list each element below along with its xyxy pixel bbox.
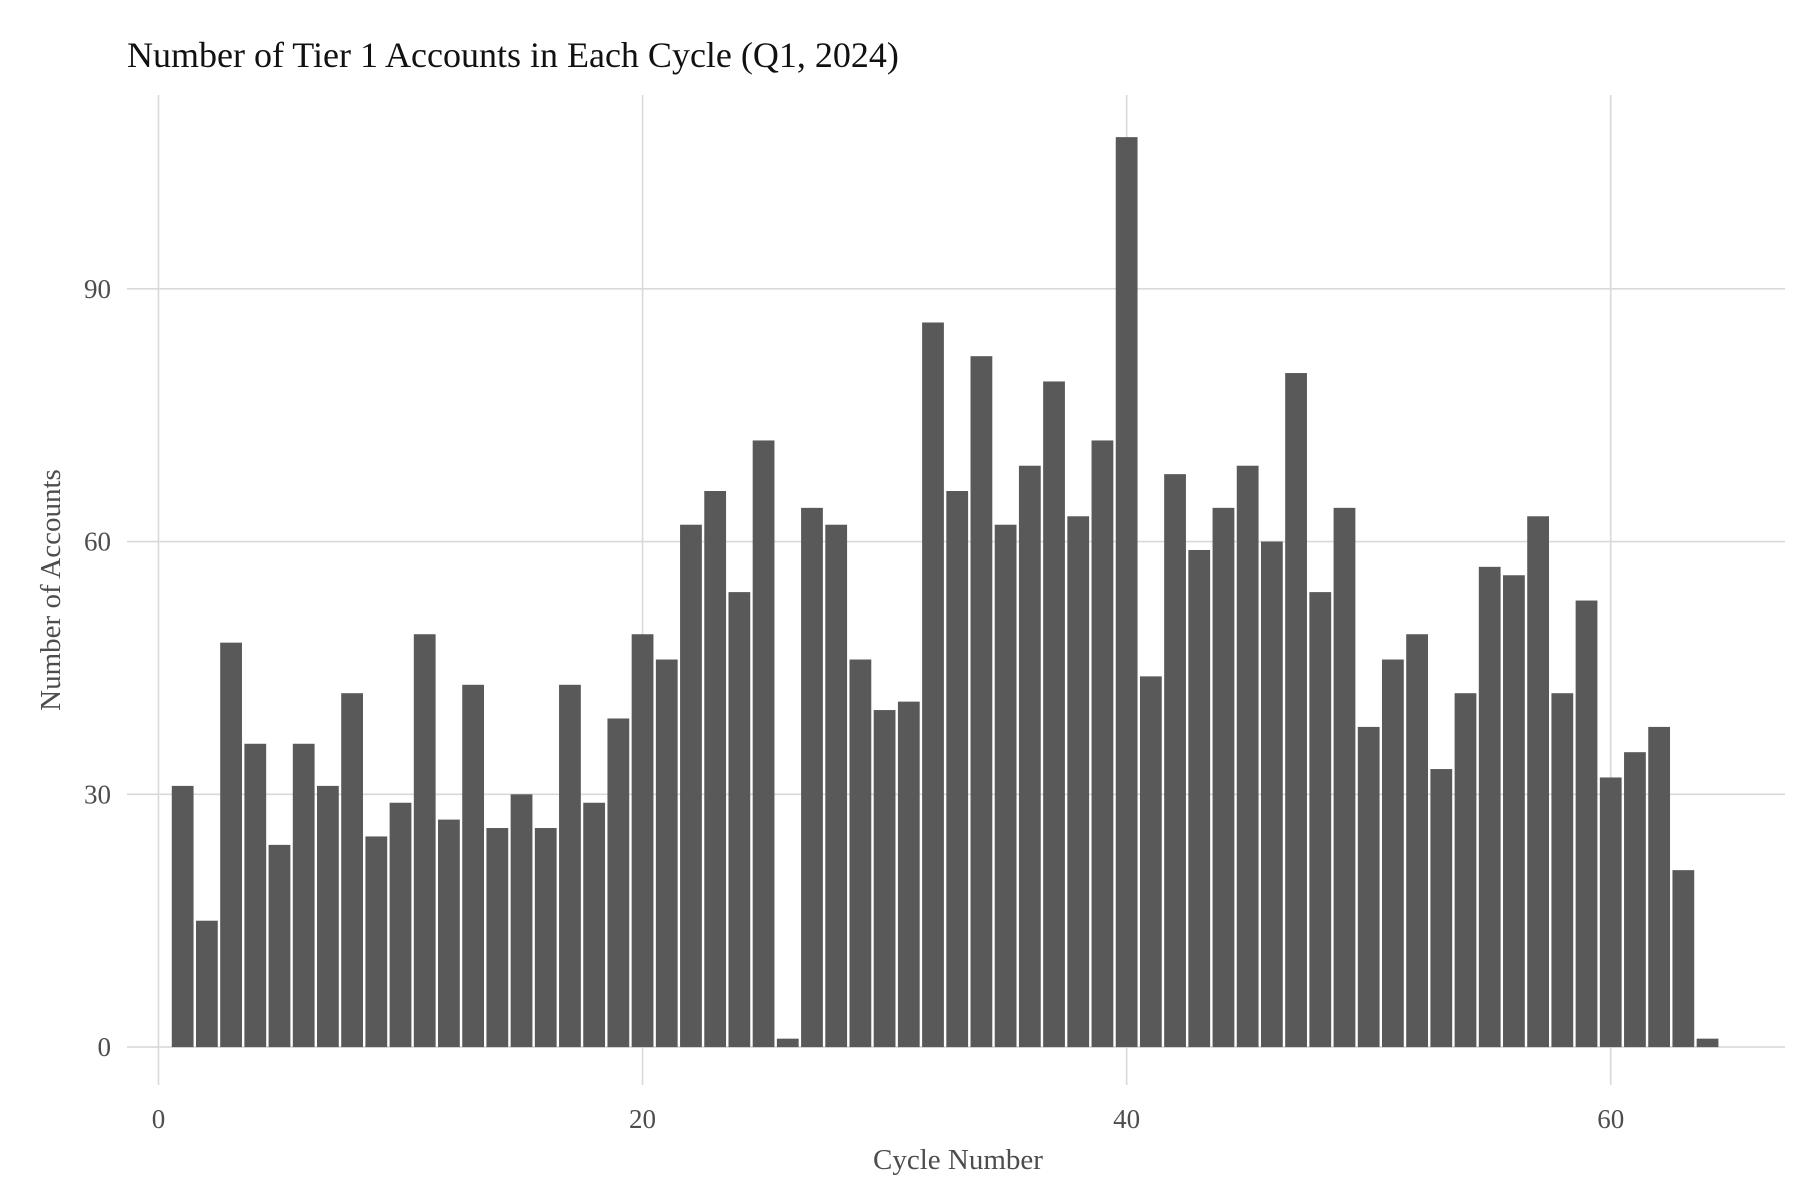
bar-cycle-5 xyxy=(268,844,291,1048)
bar-cycle-60 xyxy=(1599,777,1622,1048)
bar-cycle-38 xyxy=(1067,516,1090,1048)
bar-cycle-12 xyxy=(438,819,460,1048)
bar-cycle-8 xyxy=(341,693,363,1048)
bar-cycle-42 xyxy=(1164,474,1186,1048)
bars xyxy=(171,137,1719,1048)
y-axis-ticks: 0 30 60 90 xyxy=(84,274,111,1062)
bar-cycle-41 xyxy=(1139,676,1162,1048)
bar-cycle-59 xyxy=(1575,600,1598,1048)
bar-cycle-1 xyxy=(171,785,194,1048)
bar-cycle-11 xyxy=(413,634,436,1048)
x-tick-label: 60 xyxy=(1597,1104,1624,1134)
bar-cycle-18 xyxy=(583,802,606,1048)
chart-title: Number of Tier 1 Accounts in Each Cycle … xyxy=(127,35,899,75)
bar-cycle-34 xyxy=(970,356,993,1048)
bar-cycle-54 xyxy=(1454,693,1477,1048)
bar-cycle-56 xyxy=(1503,575,1525,1048)
bar-cycle-17 xyxy=(559,684,581,1048)
y-tick-label: 60 xyxy=(84,527,111,557)
bar-cycle-7 xyxy=(317,785,339,1048)
bar-cycle-57 xyxy=(1527,516,1550,1048)
bar-cycle-4 xyxy=(244,743,267,1048)
bar-cycle-29 xyxy=(849,659,872,1048)
x-axis-ticks: 0 20 40 60 xyxy=(152,1104,1625,1134)
bar-cycle-16 xyxy=(534,828,557,1048)
bar-cycle-33 xyxy=(946,491,969,1048)
bar-cycle-28 xyxy=(825,524,848,1048)
bar-cycle-40 xyxy=(1115,137,1138,1048)
y-tick-label: 30 xyxy=(84,779,111,809)
bar-cycle-2 xyxy=(195,920,218,1048)
bar-cycle-61 xyxy=(1624,752,1646,1048)
y-axis-title: Number of Accounts xyxy=(35,469,67,711)
bar-cycle-52 xyxy=(1406,634,1428,1048)
bar-cycle-35 xyxy=(994,524,1017,1048)
bar-cycle-50 xyxy=(1357,726,1380,1048)
bar-cycle-10 xyxy=(389,802,412,1048)
bar-cycle-30 xyxy=(873,710,896,1048)
bar-cycle-39 xyxy=(1091,440,1114,1048)
bar-cycle-45 xyxy=(1236,465,1259,1048)
bar-cycle-37 xyxy=(1043,381,1065,1048)
bar-cycle-20 xyxy=(631,634,654,1048)
bar-cycle-22 xyxy=(680,524,702,1048)
bar-cycle-3 xyxy=(220,642,242,1048)
x-tick-label: 20 xyxy=(629,1104,656,1134)
bar-cycle-27 xyxy=(801,507,823,1048)
bar-cycle-58 xyxy=(1551,693,1574,1048)
bar-cycle-47 xyxy=(1285,373,1307,1048)
bar-cycle-64 xyxy=(1696,1038,1719,1048)
bar-cycle-63 xyxy=(1672,870,1695,1048)
bar-cycle-26 xyxy=(776,1038,799,1048)
bar-cycle-55 xyxy=(1478,566,1501,1048)
bar-cycle-15 xyxy=(510,794,533,1048)
bar-cycle-48 xyxy=(1309,592,1332,1048)
bar-cycle-21 xyxy=(655,659,678,1048)
bar-cycle-32 xyxy=(922,322,944,1048)
bar-cycle-36 xyxy=(1018,465,1041,1048)
bar-cycle-25 xyxy=(752,440,775,1048)
bar-cycle-23 xyxy=(704,491,727,1048)
bar-cycle-51 xyxy=(1381,659,1404,1048)
bar-cycle-19 xyxy=(607,718,630,1048)
bar-cycle-31 xyxy=(897,701,920,1048)
bar-cycle-24 xyxy=(728,592,751,1048)
bar-cycle-43 xyxy=(1188,549,1211,1048)
y-tick-label: 90 xyxy=(84,274,111,304)
bar-cycle-6 xyxy=(292,743,315,1048)
x-tick-label: 0 xyxy=(152,1104,166,1134)
bar-cycle-14 xyxy=(486,828,509,1048)
x-axis-title: Cycle Number xyxy=(873,1144,1043,1176)
bar-cycle-13 xyxy=(462,684,485,1048)
y-tick-label: 0 xyxy=(98,1032,112,1062)
bar-cycle-46 xyxy=(1260,541,1283,1048)
bar-cycle-62 xyxy=(1648,726,1671,1048)
bar-cycle-49 xyxy=(1333,507,1356,1048)
bar-cycle-44 xyxy=(1212,507,1235,1048)
bar-cycle-9 xyxy=(365,836,388,1048)
x-tick-label: 40 xyxy=(1113,1104,1140,1134)
bar-cycle-53 xyxy=(1430,769,1453,1048)
